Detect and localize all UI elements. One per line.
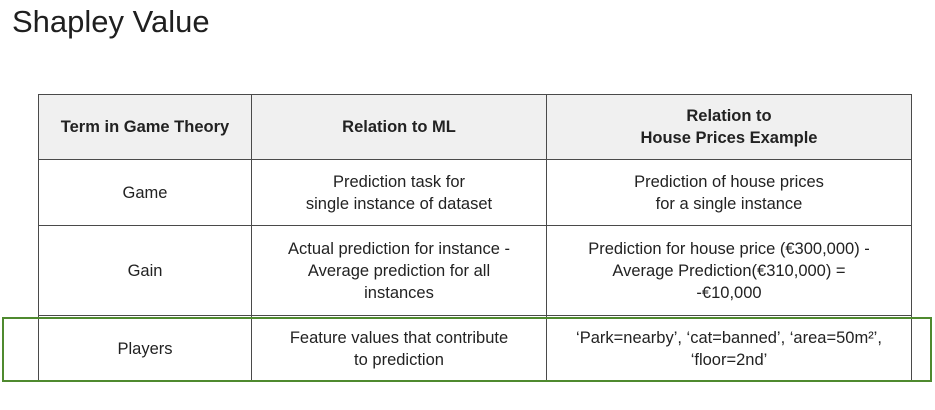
cell-ml: Prediction task for single instance of d… [251,159,547,226]
cell-example: ‘Park=nearby’, ‘cat=banned’, ‘area=50m²’… [546,315,912,382]
ml-line: Feature values that contribute [289,328,509,347]
example-line: Prediction of house prices [634,172,824,191]
table-header-row: Term in Game Theory Relation to ML Relat… [38,94,912,160]
header-example-line-1: Relation to [686,107,772,125]
cell-term: Gain [38,225,252,316]
table-row-players: Players Feature values that contribute t… [38,315,912,382]
example-line: Prediction for house price (€300,000) - [588,239,870,258]
example-line: for a single instance [655,194,803,213]
ml-line: to prediction [354,350,444,369]
table-row-game: Game Prediction task for single instance… [38,159,912,226]
cell-ml: Feature values that contribute to predic… [251,315,547,382]
header-ml-label: Relation to ML [342,118,456,136]
page-title: Shapley Value [12,4,210,39]
ml-line: Prediction task for [332,172,466,191]
example-line: Average Prediction(€310,000) = [612,261,846,280]
header-term-label: Term in Game Theory [60,118,230,136]
example-line: -€10,000 [696,283,762,302]
term-label: Players [117,339,173,358]
term-label: Game [122,183,168,202]
header-example: Relation to House Prices Example [546,94,912,160]
ml-line: single instance of dataset [305,194,493,213]
example-line: ‘floor=2nd’ [690,350,768,369]
ml-line: Average prediction for all [307,261,491,280]
shapley-table: Term in Game Theory Relation to ML Relat… [38,94,912,382]
header-term: Term in Game Theory [38,94,252,160]
cell-term: Game [38,159,252,226]
cell-ml: Actual prediction for instance - Average… [251,225,547,316]
table-row-gain: Gain Actual prediction for instance - Av… [38,225,912,316]
ml-line: Actual prediction for instance - [288,239,510,258]
header-example-line-2: House Prices Example [640,129,818,147]
example-line: ‘Park=nearby’, ‘cat=banned’, ‘area=50m²’… [576,328,882,347]
ml-line: instances [364,283,434,302]
cell-example: Prediction of house prices for a single … [546,159,912,226]
header-ml: Relation to ML [251,94,547,160]
cell-term: Players [38,315,252,382]
term-label: Gain [127,261,163,280]
cell-example: Prediction for house price (€300,000) - … [546,225,912,316]
